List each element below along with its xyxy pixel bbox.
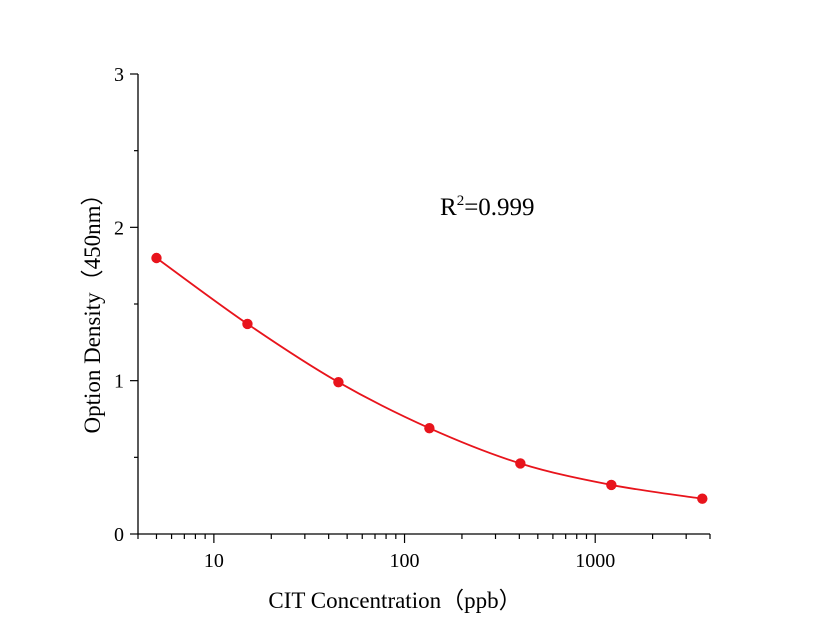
r-squared-base: R bbox=[440, 194, 457, 221]
x-tick-label: 10 bbox=[204, 550, 224, 572]
y-tick-label: 3 bbox=[114, 64, 124, 86]
data-point bbox=[242, 318, 253, 330]
fit-curve bbox=[155, 257, 703, 500]
data-points bbox=[151, 252, 708, 504]
r-squared-sup: 2 bbox=[457, 193, 465, 209]
r-squared-annotation: R2=0.999 bbox=[440, 193, 535, 221]
data-point bbox=[697, 493, 708, 504]
data-point bbox=[424, 423, 435, 434]
data-point bbox=[151, 252, 162, 264]
data-point bbox=[515, 458, 526, 469]
r-squared-value: =0.999 bbox=[464, 194, 534, 221]
y-axis-title: Option Density（450nm） bbox=[80, 182, 105, 433]
x-axis-title: CIT Concentration（ppb） bbox=[268, 588, 521, 613]
y-tick-label: 2 bbox=[114, 217, 124, 239]
x-axis-ticks: 10 100 1000 bbox=[137, 534, 711, 572]
plot-area: 0 1 2 3 10 100 1000 bbox=[114, 64, 711, 572]
x-tick-label: 100 bbox=[390, 550, 420, 572]
y-tick-label: 1 bbox=[114, 371, 124, 393]
data-point bbox=[333, 377, 344, 388]
y-tick-label: 0 bbox=[114, 524, 124, 546]
data-point bbox=[606, 479, 617, 491]
y-axis-ticks: 0 1 2 3 bbox=[114, 64, 138, 546]
x-tick-label: 1000 bbox=[575, 550, 615, 572]
